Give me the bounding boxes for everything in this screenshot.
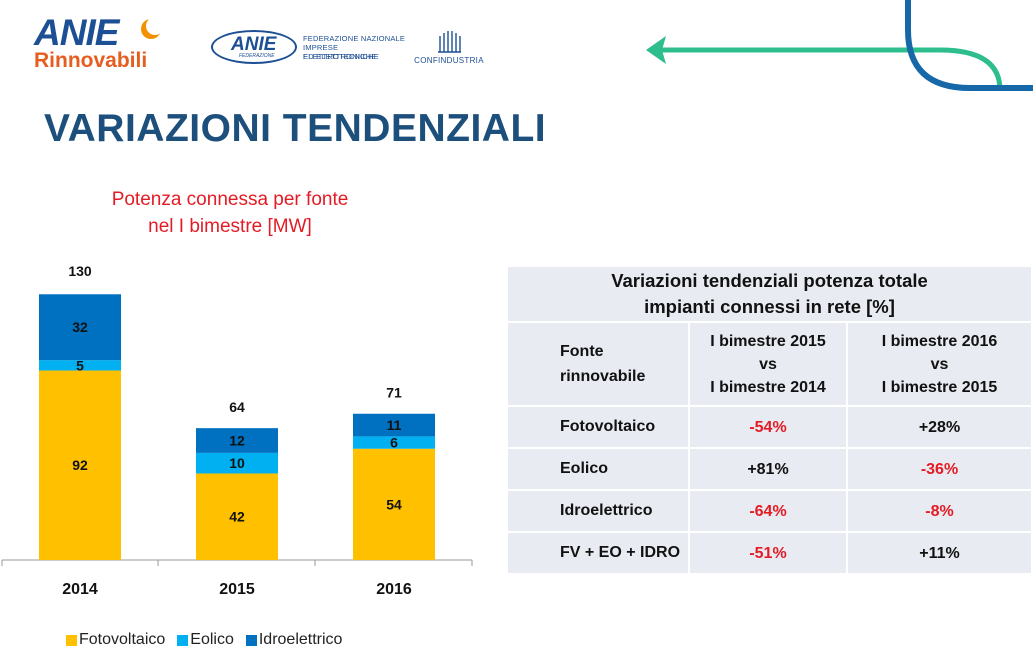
row-label: Idroelettrico (506, 489, 690, 533)
federazione-anie-text: ANIE (231, 34, 277, 55)
federazione-line-2: IMPRESE ELETTROTECNICHE (303, 43, 379, 61)
table-row: Fotovoltaico -54% +28% (506, 405, 1033, 449)
logo-oval (211, 30, 297, 64)
confindustria-emblem-icon (438, 31, 461, 53)
bar-segment-eolico-2016 (353, 436, 435, 449)
legend-item-idroelettrico: Idroelettrico (245, 631, 343, 649)
arrow-left-icon (646, 36, 666, 64)
table-row: FV + EO + IDRO -51% +11% (506, 531, 1033, 575)
federazione-line-1: FEDERAZIONE NAZIONALE (303, 34, 406, 43)
legend-label: Eolico (190, 631, 234, 648)
bar-segment-idroelettrico-2016 (353, 413, 435, 437)
header-fonte: Fonte rinnovabile (506, 321, 690, 407)
bar-segment-fotovoltaico-2014 (39, 370, 121, 560)
header-2015-line-3: I bimestre 2014 (710, 378, 826, 396)
anie-logo-text: ANIE (34, 12, 119, 53)
header-fonte-line-1: Fonte (560, 343, 604, 360)
row-value-2016: +11% (846, 531, 1033, 575)
row-label: Eolico (506, 447, 690, 491)
moon-sun-icon (141, 17, 164, 39)
bar-segment-idroelettrico-2014 (39, 294, 121, 361)
rinnovabili-logo-text: Rinnovabili (34, 49, 148, 72)
header-2016-line-2: vs (930, 355, 949, 373)
confindustria-text: CONFINDUSTRIA (414, 56, 484, 65)
bar-total-label: 71 (386, 385, 402, 401)
bar-segment-eolico-2015 (196, 452, 278, 474)
blue-curve-line (905, 0, 1033, 91)
header-2016-line-3: I bimestre 2015 (881, 378, 998, 396)
chart-title-line-1: Potenza connessa per fonte (111, 189, 349, 210)
header-2015-line-2: vs (759, 355, 777, 373)
table-caption-line-2: impianti connessi in rete [%] (644, 296, 895, 317)
legend-swatch (66, 634, 77, 646)
bar-value-label: 92 (72, 457, 88, 473)
legend-label: Idroelettrico (258, 631, 343, 648)
row-label: FV + EO + IDRO (506, 531, 690, 575)
bar-value-label: 32 (72, 319, 88, 335)
header-period-2015: I bimestre 2015 vs I bimestre 2014 (688, 321, 848, 407)
row-value-2016: +28% (846, 405, 1033, 449)
table-caption: Variazioni tendenziali potenza totale im… (506, 265, 1033, 323)
header-period-2016: I bimestre 2016 vs I bimestre 2015 (846, 321, 1033, 407)
header-2016-line-1: I bimestre 2016 (881, 332, 998, 350)
x-tick-label: 2016 (376, 581, 412, 598)
federazione-anie-logo: ANIE FEDERAZIONE FEDERAZIONE NAZIONALE I… (211, 28, 411, 68)
bar-segment-fotovoltaico-2015 (196, 473, 278, 560)
row-value-2015: -54% (688, 405, 848, 449)
variations-table: Variazioni tendenziali potenza totale im… (506, 265, 1033, 575)
bar-value-label: 11 (387, 417, 402, 433)
row-value-2015: -64% (688, 489, 848, 533)
bar-segment-fotovoltaico-2016 (353, 448, 435, 560)
bar-value-label: 6 (390, 435, 398, 451)
bar-value-label: 54 (386, 496, 402, 512)
chart-title: Potenza connessa per fonte nel I bimestr… (60, 186, 400, 240)
row-value-2016: -8% (846, 489, 1033, 533)
bar-segment-eolico-2014 (39, 360, 121, 371)
federazione-line-3: ED ELETTRONICHE (303, 52, 377, 61)
legend-item-eolico: Eolico (177, 631, 234, 649)
bar-segment-idroelettrico-2015 (196, 428, 278, 453)
row-value-2015: +81% (688, 447, 848, 491)
stacked-bar-chart: 92 5 32 130 2014 42 10 12 64 2015 54 6 11 71 2016 (1, 263, 473, 598)
decorative-arrow-graphic (646, 0, 1033, 91)
table-caption-line-1: Variazioni tendenziali potenza totale (611, 270, 928, 291)
legend-item-fotovoltaico: Fotovoltaico (66, 631, 165, 649)
table-header-row: Fonte rinnovabile I bimestre 2015 vs I b… (506, 321, 1033, 407)
bar-total-label: 130 (68, 263, 92, 279)
chart-title-line-2: nel I bimestre [MW] (148, 216, 312, 237)
row-label: Fotovoltaico (506, 405, 690, 449)
row-value-2015: -51% (688, 531, 848, 575)
chart-legend: Fotovoltaico Eolico Idroelettrico (66, 631, 348, 649)
header-fonte-line-2: rinnovabile (560, 368, 646, 385)
legend-swatch (245, 634, 257, 646)
bar-value-label: 42 (229, 509, 245, 525)
green-arrow-line (658, 47, 1003, 91)
x-tick-label: 2014 (62, 581, 98, 598)
x-tick-label: 2015 (219, 581, 255, 598)
bar-value-label: 10 (229, 455, 245, 471)
bar-value-label: 12 (229, 433, 245, 449)
header-2015-line-1: I bimestre 2015 (710, 332, 826, 350)
anie-rinnovabili-logo: ANIE Rinnovabili (34, 12, 174, 72)
federazione-sub-text: FEDERAZIONE (239, 53, 275, 59)
table-row: Eolico +81% -36% (506, 447, 1033, 491)
table-row: Idroelettrico -64% -8% (506, 489, 1033, 533)
bar-total-label: 64 (229, 399, 245, 415)
page-title: VARIAZIONI TENDENZIALI (44, 107, 547, 150)
legend-label: Fotovoltaico (79, 631, 166, 648)
bar-value-label: 5 (76, 357, 84, 373)
row-value-2016: -36% (846, 447, 1033, 491)
confindustria-logo: CONFINDUSTRIA (412, 28, 486, 72)
legend-swatch (177, 634, 189, 646)
